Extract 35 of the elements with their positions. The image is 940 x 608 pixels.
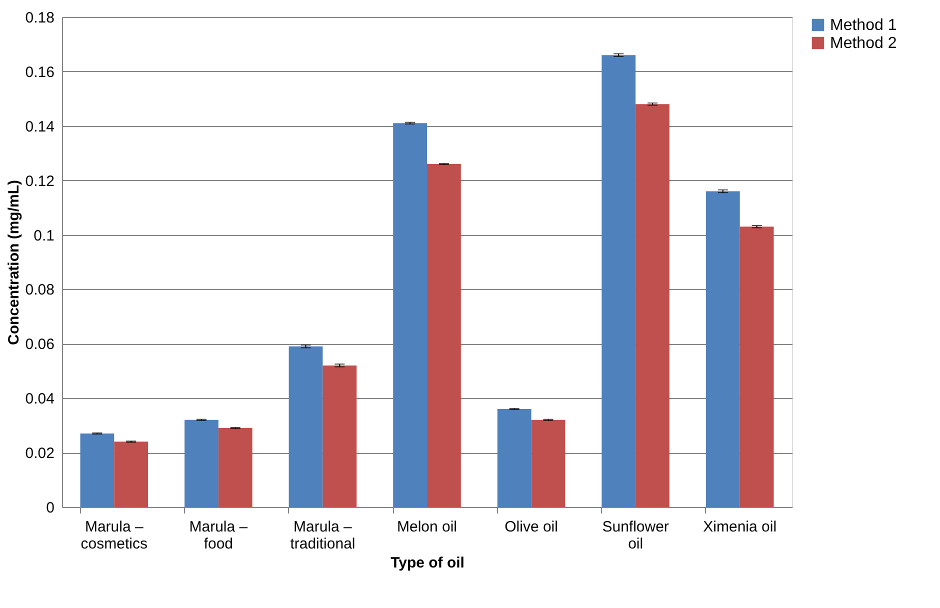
y-tick-label: 0.12 <box>25 172 54 190</box>
bar <box>288 346 323 507</box>
x-tick-label: Olive oil <box>504 518 558 536</box>
bar <box>80 434 114 507</box>
bar <box>602 55 636 507</box>
y-tick-label: 0.1 <box>34 227 54 244</box>
y-tick-label: 0.04 <box>25 390 54 408</box>
bar <box>497 409 532 507</box>
y-tick-label: 0.06 <box>25 336 54 354</box>
x-tick-label: Melon oil <box>396 518 458 536</box>
bar <box>706 191 740 507</box>
x-tick-label: Ximenia oil <box>703 518 777 536</box>
y-tick-label: 0.14 <box>25 118 54 136</box>
bar <box>218 428 252 507</box>
bar <box>184 420 218 507</box>
y-axis-title: Concentration (mg/mL) <box>5 180 22 345</box>
y-tick-label: 0.02 <box>25 445 54 462</box>
bar <box>322 365 357 507</box>
bar <box>636 104 670 507</box>
bar <box>740 226 774 507</box>
legend-label: Method 1 <box>830 17 897 34</box>
y-tick-label: 0.18 <box>25 10 54 26</box>
bar <box>531 420 566 507</box>
x-tick-label: Marula – traditional <box>290 518 356 552</box>
x-tick-label: Sunflower oil <box>602 518 669 552</box>
x-axis-title: Type of oil <box>390 554 464 572</box>
bar <box>427 164 461 507</box>
bar <box>114 442 148 507</box>
y-tick-label: 0.16 <box>25 64 54 81</box>
legend-label: Method 2 <box>830 35 897 52</box>
bar <box>393 123 427 507</box>
x-tick-label: Marula – food <box>189 518 248 552</box>
x-tick-label: Marula – cosmetics <box>80 518 148 552</box>
y-tick-label: 0.08 <box>25 282 54 299</box>
y-tick-label: 0 <box>46 500 54 516</box>
